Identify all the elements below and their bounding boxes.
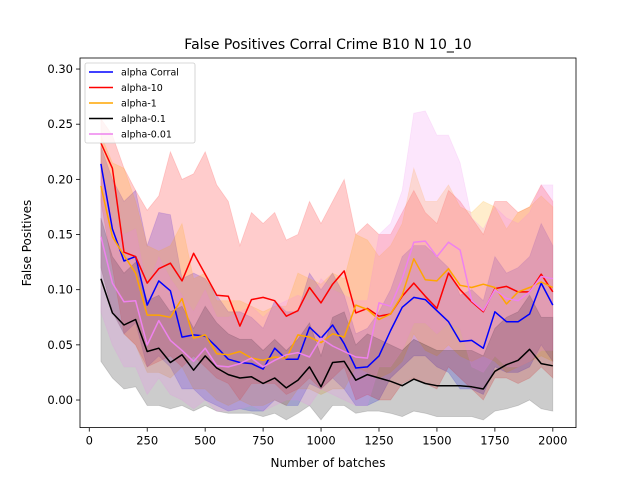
- y-tick-label: 0.00: [47, 393, 73, 407]
- line-series-3: [100, 278, 553, 390]
- legend-label: alpha-0.01: [121, 130, 172, 141]
- line-series-0: [100, 163, 554, 370]
- legend-label: alpha-10: [121, 83, 163, 94]
- x-tick-label: 1750: [480, 434, 509, 448]
- legend-label: alpha-0.1: [121, 114, 166, 125]
- y-tick-label: 0.25: [47, 117, 73, 131]
- chart-title: False Positives Corral Crime B10 N 10_10: [184, 37, 471, 53]
- line-series-1: [100, 142, 554, 327]
- x-tick-label: 250: [136, 434, 158, 448]
- legend-box: [84, 62, 196, 144]
- x-tick-label: 500: [194, 434, 216, 448]
- line-series-2: [100, 185, 554, 362]
- x-tick-label: 2000: [538, 434, 567, 448]
- x-tick-label: 750: [252, 434, 274, 448]
- x-tick-label: 0: [86, 434, 93, 448]
- band-series-1: [100, 117, 554, 401]
- x-tick-label: 1250: [364, 434, 393, 448]
- series-lines: [100, 142, 554, 390]
- legend-label: alpha-1: [121, 99, 157, 110]
- x-tick-label: 1000: [306, 434, 335, 448]
- legend: alpha Corral alpha-10 alpha-1 alpha-0.1 alph…: [84, 62, 196, 144]
- y-tick-label: 0.30: [47, 62, 73, 76]
- plot-area-frame: [79, 57, 577, 429]
- band-series-3: [100, 217, 554, 421]
- x-axis-label: Number of batches: [271, 456, 386, 470]
- y-tick-label: 0.10: [47, 283, 73, 297]
- legend-label: alpha Corral: [121, 68, 179, 79]
- y-tick-label: 0.20: [47, 172, 73, 186]
- y-tick-label: 0.15: [47, 228, 73, 242]
- x-axis: 0 250 500 750 1000 1250 1500 1750 2000: [86, 427, 567, 448]
- band-series-4: [100, 110, 554, 412]
- y-axis: 0.00 0.05 0.10 0.15 0.20 0.25 0.30: [47, 62, 80, 407]
- y-tick-label: 0.05: [47, 338, 73, 352]
- x-tick-label: 1500: [422, 434, 451, 448]
- line-series-4: [100, 236, 553, 368]
- band-series-2: [100, 135, 554, 407]
- y-axis-label: False Positives: [20, 200, 34, 286]
